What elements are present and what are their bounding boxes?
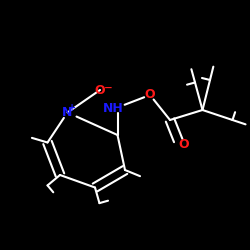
Text: −: − <box>104 82 112 92</box>
Text: NH: NH <box>104 102 124 115</box>
Text: O: O <box>95 84 105 96</box>
Text: N: N <box>62 106 73 119</box>
Text: O: O <box>178 138 189 151</box>
Text: +: + <box>68 103 76 113</box>
Text: O: O <box>145 88 155 102</box>
